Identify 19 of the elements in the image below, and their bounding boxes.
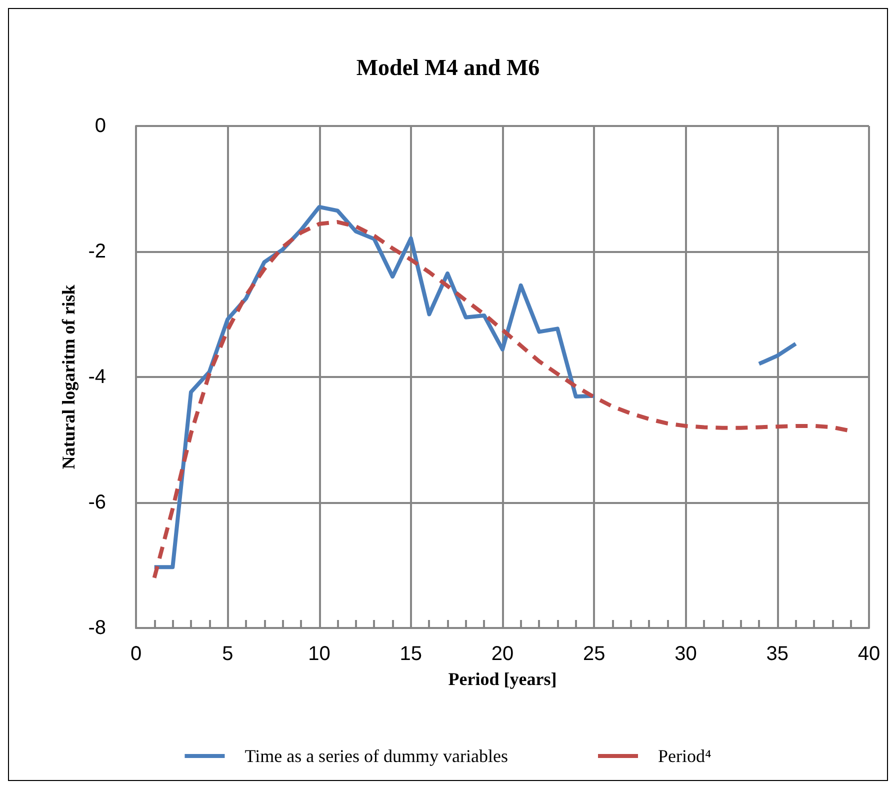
x-tick-label: 15	[400, 643, 422, 665]
x-axis-title: Period [years]	[448, 669, 557, 689]
y-axis-title: Natural logaritm of risk	[58, 284, 78, 470]
chart-title: Model M4 and M6	[356, 55, 540, 80]
y-tick-label: -6	[88, 492, 106, 514]
x-tick-label: 5	[222, 643, 234, 665]
x-tick-label: 10	[308, 643, 330, 665]
x-tick-label: 30	[674, 643, 697, 665]
y-tick-label: -4	[88, 366, 106, 388]
y-tick-label: 0	[94, 115, 106, 137]
legend-label: Period⁴	[658, 746, 712, 766]
x-tick-label: 20	[491, 643, 514, 665]
y-tick-label: -2	[88, 240, 106, 262]
legend-label: Time as a series of dummy variables	[244, 746, 508, 766]
x-tick-label: 35	[766, 643, 788, 665]
x-tick-label: 40	[858, 643, 880, 665]
x-tick-label: 25	[583, 643, 606, 665]
y-tick-label: -8	[88, 617, 106, 639]
x-tick-label: 0	[130, 643, 142, 665]
